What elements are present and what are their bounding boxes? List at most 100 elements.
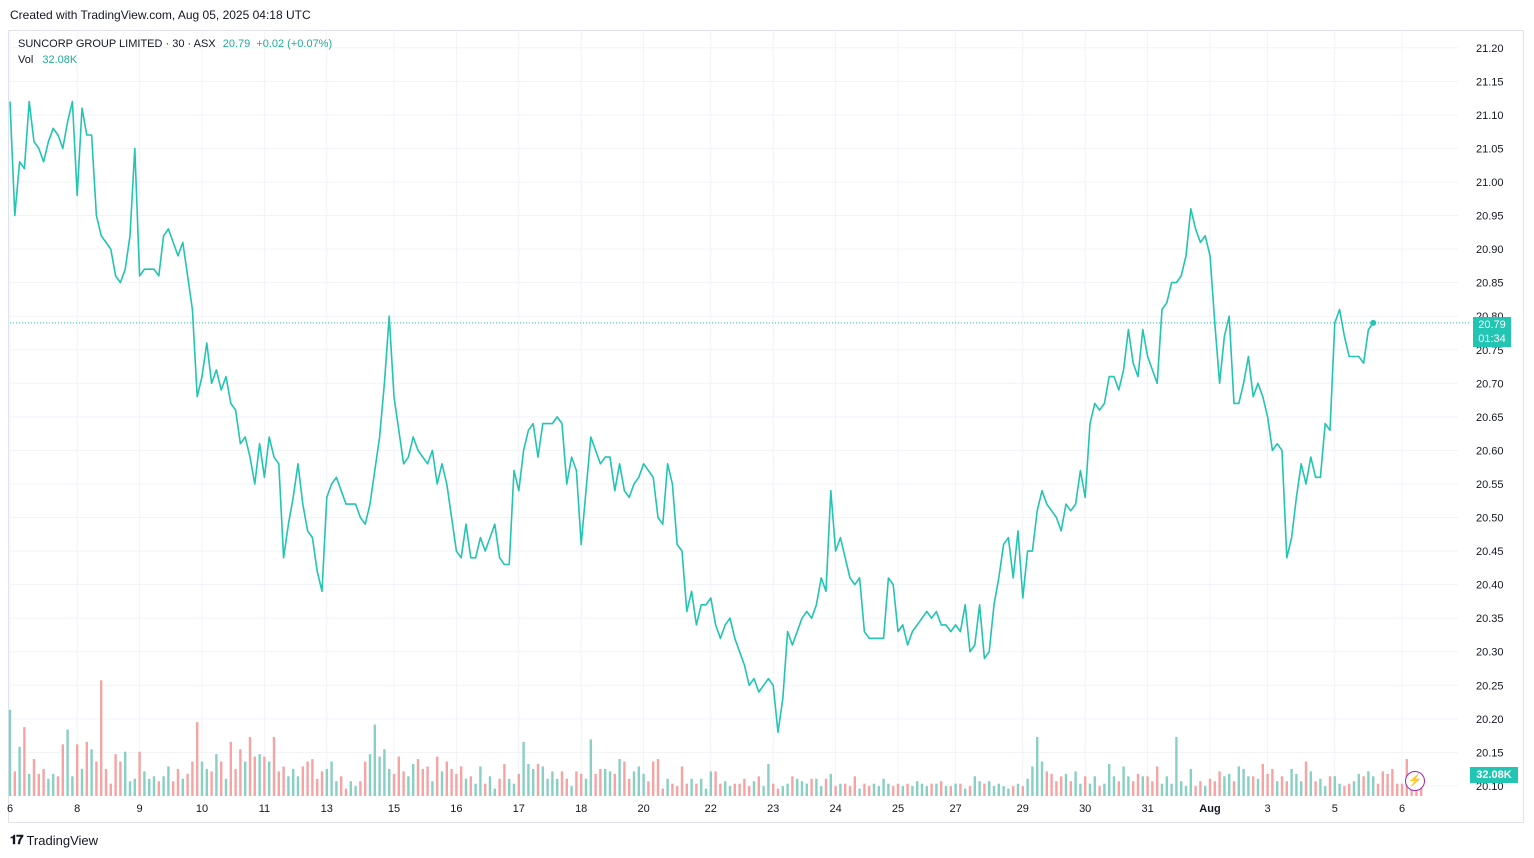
x-tick-label: 22 [705, 803, 717, 815]
volume-bar [570, 786, 573, 796]
volume-bar [714, 771, 717, 796]
volume-bar [1007, 788, 1010, 796]
y-tick-label: 21.15 [1476, 76, 1504, 88]
volume-bar [1021, 786, 1024, 796]
bar-countdown: 01:34 [1478, 333, 1506, 345]
volume-bar [546, 778, 549, 796]
volume-bar [138, 751, 141, 796]
volume-bar [781, 786, 784, 796]
volume-bar [1026, 778, 1029, 796]
volume-bar [18, 746, 21, 796]
volume-bar [719, 783, 722, 796]
volume-bar [1122, 766, 1125, 796]
volume-bar [1420, 786, 1423, 796]
volume-bar [656, 759, 660, 796]
volume-bar [359, 781, 362, 796]
volume-bar [757, 776, 760, 796]
volume-bar [368, 754, 372, 796]
chart-frame [8, 30, 1524, 823]
volume-bar [1208, 778, 1212, 796]
volume-bar [253, 756, 256, 796]
volume-bar [186, 773, 189, 796]
volume-bar [1213, 781, 1216, 796]
volume-bar [450, 768, 453, 796]
legend-change: +0.02 (+0.07%) [256, 38, 333, 50]
volume-bar [556, 778, 559, 796]
volume-bar [944, 786, 948, 796]
volume-bar [133, 778, 136, 796]
volume-bar [853, 776, 856, 796]
volume-bar [920, 783, 924, 796]
y-tick-label: 20.90 [1476, 244, 1504, 256]
volume-bar [517, 773, 520, 796]
footer-brand[interactable]: 𝟏𝟕 TradingView [10, 832, 98, 848]
volume-bar [728, 786, 732, 796]
volume-bar [508, 778, 511, 796]
volume-bar [364, 761, 367, 796]
volume-bar [1280, 776, 1284, 796]
volume-bar [1362, 776, 1365, 796]
lightning-icon[interactable]: ⚡ [1405, 771, 1425, 791]
volume-bar [1141, 776, 1144, 796]
volume-bar [469, 776, 472, 796]
volume-bar [704, 788, 708, 796]
volume-bar [90, 749, 93, 796]
volume-bar [1146, 776, 1149, 796]
volume-bar [709, 771, 712, 796]
volume-bar [23, 727, 26, 796]
volume-bar [676, 786, 679, 796]
volume-bar [1112, 776, 1116, 796]
volume-bar [234, 768, 237, 796]
y-tick-label: 20.65 [1476, 412, 1504, 424]
y-tick-label: 20.10 [1476, 781, 1504, 793]
volume-bar [1170, 783, 1173, 796]
legend-vol-label[interactable]: Vol [18, 54, 34, 66]
volume-bar [1300, 781, 1303, 796]
volume-bar [436, 756, 439, 796]
x-tick-label: 16 [450, 803, 462, 815]
y-axis: 21.20 21.15 21.10 21.05 21.00 20.95 20.90 20.85… [1476, 43, 1504, 793]
volume-bar [666, 778, 669, 796]
volume-bar [858, 788, 861, 796]
volume-bar [445, 761, 448, 796]
volume-bar [1367, 771, 1370, 796]
volume-bar [498, 778, 501, 796]
volume-bar [959, 783, 962, 796]
volume-bar [1285, 781, 1288, 796]
y-tick-label: 20.60 [1476, 445, 1504, 457]
volume-bar [71, 776, 74, 796]
volume-bar [580, 773, 583, 796]
volume-bar [335, 781, 338, 796]
volume-bar [752, 781, 756, 796]
volume-bar [52, 773, 55, 796]
volume-bar [930, 783, 933, 796]
volume-bar [512, 783, 516, 796]
volume-bar [1036, 736, 1039, 796]
volume-bar [940, 781, 943, 796]
last-price-badge: 20.79 01:34 [1473, 317, 1511, 347]
volume-bar [772, 783, 775, 796]
volume-bar [493, 788, 496, 796]
volume-bar [392, 773, 396, 796]
volume-bar [1256, 778, 1260, 796]
volume-bar [1199, 781, 1202, 796]
volume-bar [743, 778, 746, 796]
volume-bar [1103, 783, 1106, 796]
legend-symbol[interactable]: SUNCORP GROUP LIMITED · 30 · ASX [18, 38, 216, 50]
volume-bar [28, 773, 31, 796]
volume-bar [1242, 768, 1245, 796]
x-tick-label: 24 [829, 803, 841, 815]
volume-bar [95, 761, 98, 796]
x-tick-label: 13 [321, 803, 333, 815]
volume-bar [724, 781, 727, 796]
volume-bar [844, 783, 847, 796]
chart-legend: SUNCORP GROUP LIMITED · 30 · ASX 20.79 +… [18, 36, 332, 68]
volume-bar [220, 761, 223, 796]
x-tick-label: 17 [513, 803, 525, 815]
volume-bar [292, 768, 295, 796]
x-tick-label: 11 [259, 803, 270, 815]
volume-bar [1314, 781, 1317, 796]
volume-bar [340, 776, 343, 796]
volume-bar [316, 778, 319, 796]
